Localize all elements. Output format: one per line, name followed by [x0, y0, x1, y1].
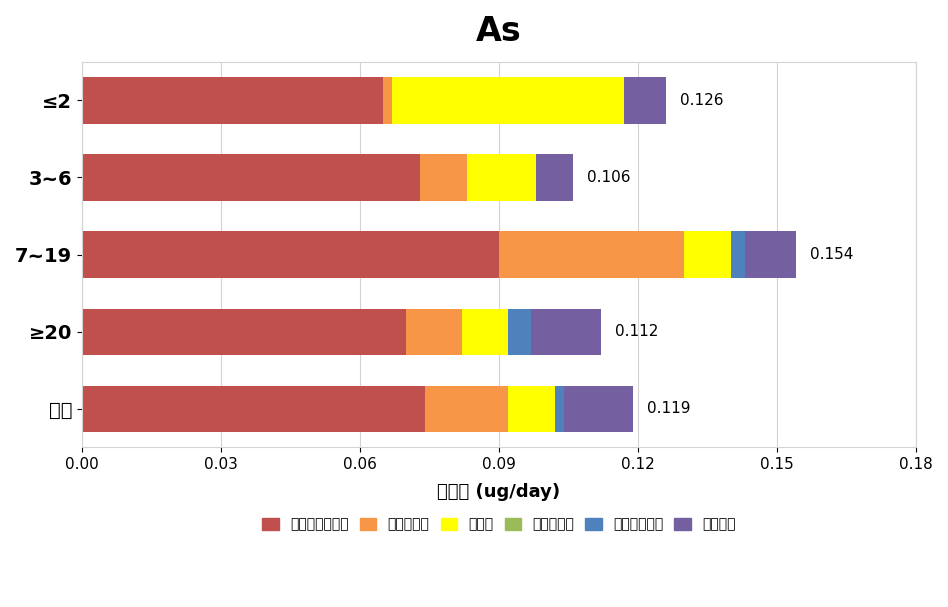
Bar [82, 77, 383, 123]
Bar [508, 385, 555, 432]
Title: As: As [476, 15, 521, 48]
Text: 0.119: 0.119 [647, 401, 691, 416]
Bar [624, 77, 665, 123]
Legend: 과일체소류음료, 탄산음료류, 두유류, 발효음료류, 인삼홍삼음료, 기타음료: 과일체소류음료, 탄산음료류, 두유류, 발효음료류, 인삼홍삼음료, 기타음료 [257, 512, 741, 537]
Bar [420, 154, 466, 201]
Bar [536, 154, 574, 201]
Bar [407, 308, 462, 355]
Text: 0.126: 0.126 [680, 93, 723, 108]
Bar [684, 231, 731, 278]
Bar [508, 308, 532, 355]
Bar [462, 308, 508, 355]
Bar [82, 231, 499, 278]
Text: 0.112: 0.112 [615, 324, 658, 339]
Bar [82, 308, 407, 355]
Bar [555, 385, 564, 432]
Bar [82, 385, 425, 432]
Bar [499, 231, 684, 278]
Bar [392, 77, 624, 123]
Bar [731, 231, 744, 278]
Bar [564, 385, 633, 432]
Bar [744, 231, 795, 278]
Text: 0.154: 0.154 [810, 247, 853, 262]
Bar [82, 154, 420, 201]
Bar [383, 77, 392, 123]
Bar [425, 385, 508, 432]
X-axis label: 노출량 (ug/day): 노출량 (ug/day) [437, 483, 560, 501]
Text: 0.106: 0.106 [587, 170, 630, 185]
Bar [466, 154, 536, 201]
Bar [532, 308, 601, 355]
